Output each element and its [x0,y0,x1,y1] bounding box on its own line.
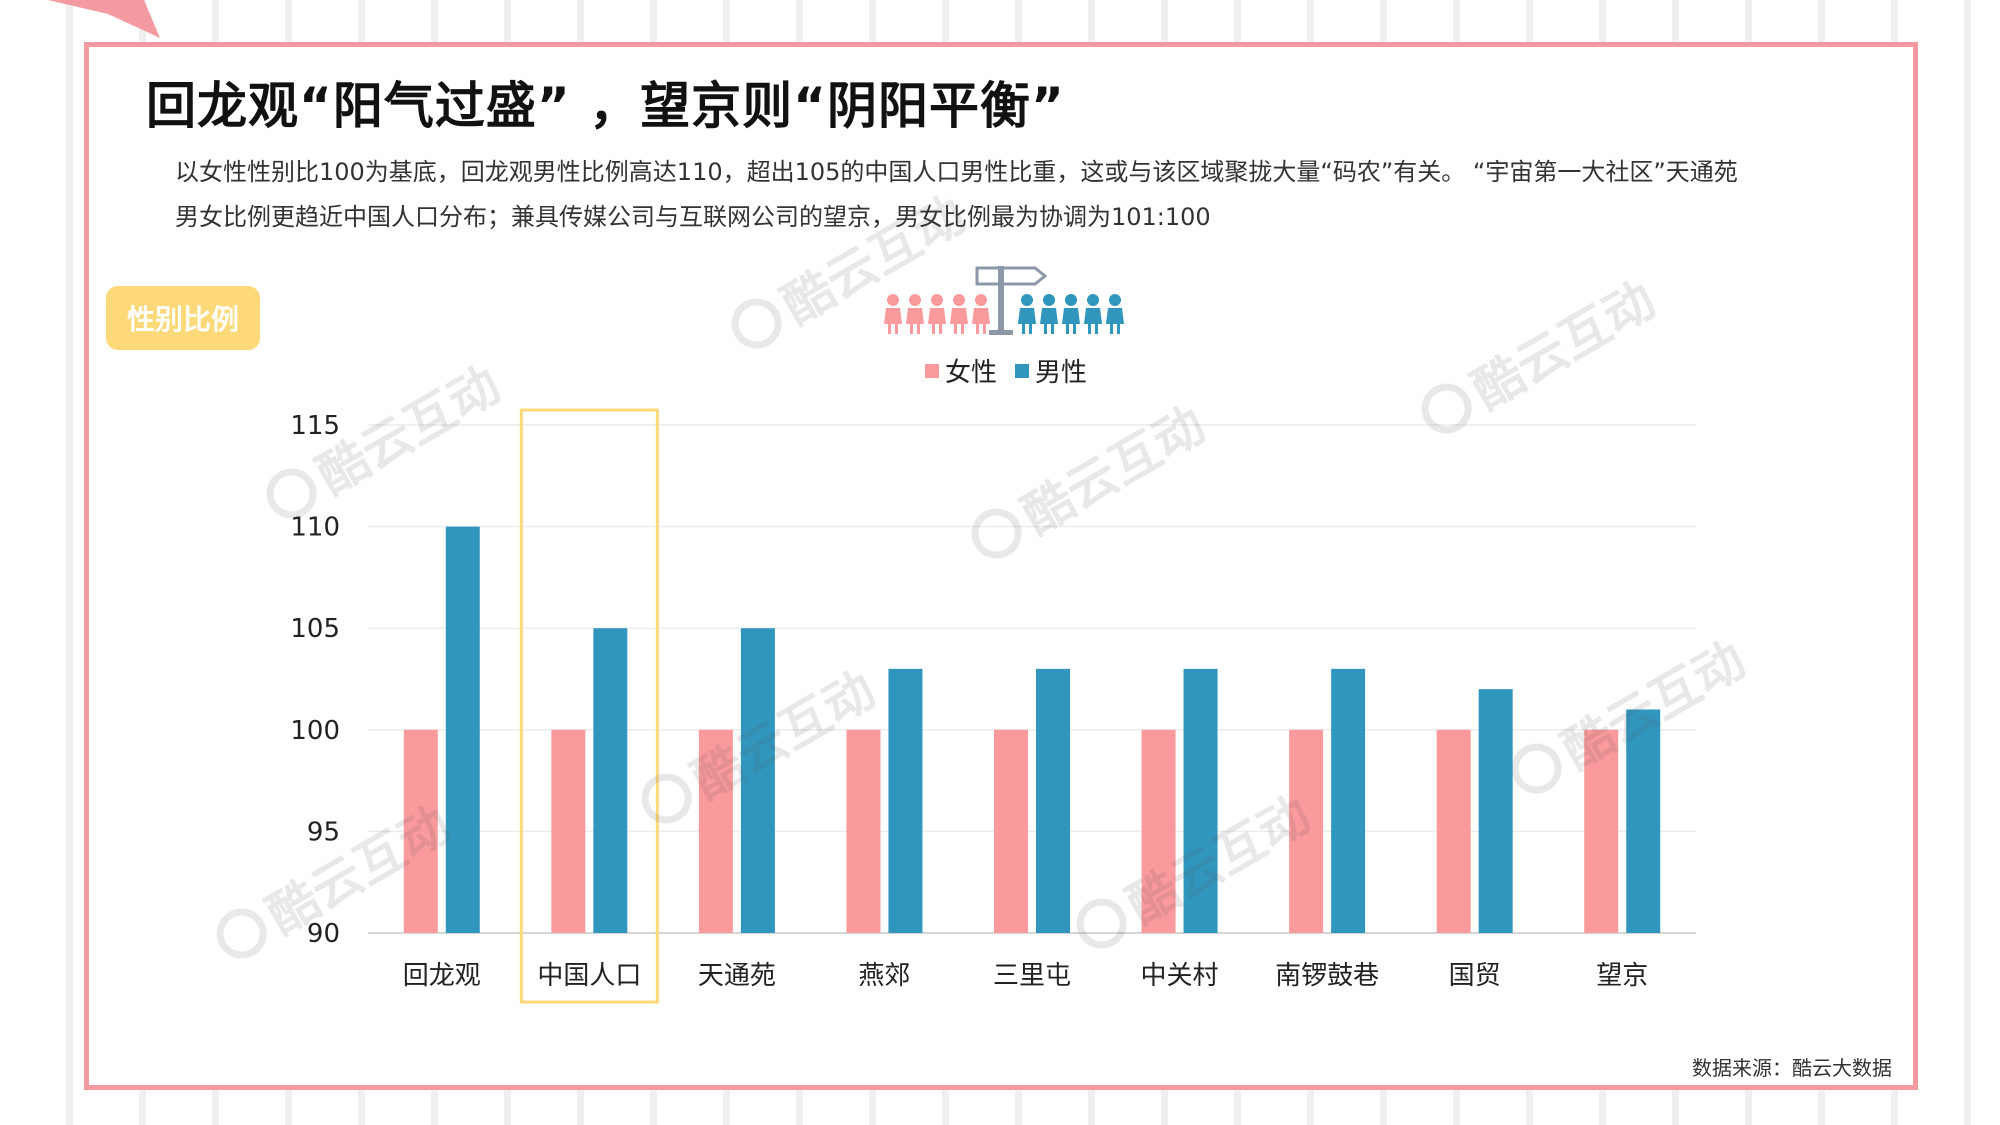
y-tick-label: 110 [290,513,340,543]
x-tick-label: 三里屯 [993,961,1071,991]
x-tick-label: 中国人口 [537,961,641,991]
bar-male [445,526,480,933]
y-tick-label: 95 [307,817,340,847]
legend-label-female: 女性 [945,358,998,388]
bar-female [698,729,733,933]
bar-female [994,729,1028,933]
highlight-box [519,408,659,1004]
boy-icon [1106,294,1124,334]
signpost-icon [975,266,1048,335]
boy-icon [1084,294,1102,334]
bar-female [551,729,586,933]
description: 以女性性别比100为基底，回龙观男性比例高达110，超出105的中国人口男性比重… [175,150,1855,240]
boy-icon [1040,294,1058,334]
bar-female [1584,729,1619,933]
data-source: 数据来源：酷云大数据 [1692,1056,1892,1080]
legend-item-female: 女性 [925,352,997,389]
chart-legend: 女性 男性 [925,352,1105,389]
bar-male [740,628,775,933]
bar-male [1183,668,1218,933]
x-tick-label: 回龙观 [403,961,481,991]
y-tick-label: 105 [290,614,340,644]
page-title: 回龙观“阳气过盛” ，望京则“阴阳平衡” [146,77,1065,135]
x-tick-label: 中关村 [1141,961,1219,991]
x-tick-label: 望京 [1596,961,1648,991]
section-badge: 性别比例 [106,286,260,350]
bar-female [1141,729,1176,933]
corner-ribbon [48,0,160,38]
x-tick-label: 南锣鼓巷 [1275,961,1379,991]
girl-icon [950,294,968,334]
legend-swatch-female [925,363,939,378]
people-signpost-icon [884,266,1124,335]
bar-male [1331,668,1366,933]
bar-male [888,668,923,933]
y-tick-label: 100 [290,716,340,746]
boy-icon [1018,294,1036,334]
bar-female [403,729,438,933]
description-line-1: 以女性性别比100为基底，回龙观男性比例高达110，超出105的中国人口男性比重… [175,158,1738,186]
bar-male [593,628,628,933]
y-tick-label: 90 [307,919,340,949]
bar-female [1289,729,1324,933]
x-tick-label: 国贸 [1449,961,1501,991]
bar-male [1036,668,1070,933]
girl-icon [906,294,924,334]
description-line-2: 男女比例更趋近中国人口分布；兼具传媒公司与互联网公司的望京，男女比例最为协调为1… [175,203,1211,231]
girl-icon [972,294,990,334]
bar-female [1436,729,1471,933]
girl-icon [884,294,902,334]
x-tick-label: 天通苑 [698,961,776,991]
boy-icon [1062,294,1080,334]
legend-label-male: 男性 [1035,358,1088,388]
bar-male [1626,709,1661,933]
x-tick-label: 燕郊 [858,961,910,991]
y-tick-label: 115 [290,411,340,441]
girl-icon [928,294,946,334]
legend-item-male: 男性 [1015,352,1087,389]
legend-swatch-male [1015,363,1030,378]
bar-female [846,729,881,933]
bar-male [1478,689,1513,933]
